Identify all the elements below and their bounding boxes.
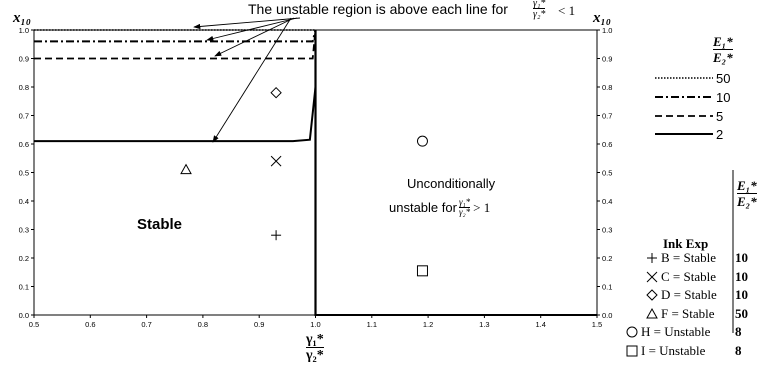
- series-line-2: [34, 86, 597, 316]
- annotation-top-rel: < 1: [558, 3, 576, 18]
- marker-H: [626, 326, 638, 338]
- region-label-unconditional: Unconditionally: [407, 176, 496, 191]
- x-tick-label: 0.7: [141, 320, 151, 329]
- y-tick-label-right: 0.9: [602, 55, 612, 64]
- annotation-arrow: [193, 17, 301, 30]
- ink-row-exp-F: 50: [735, 306, 748, 321]
- y-tick-label-left: 0.6: [19, 140, 29, 149]
- annotation-arrow: [212, 17, 292, 143]
- y-tick-label-left: 0.4: [19, 197, 29, 206]
- series-line-10: [34, 29, 317, 43]
- x-tick-label: 0.8: [198, 320, 208, 329]
- marker-D: [270, 86, 282, 99]
- annotation-frac-num: γ₁*: [533, 0, 546, 9]
- y-tick-label-left: 0.2: [19, 254, 29, 263]
- x-tick-label: 1.5: [592, 320, 602, 329]
- annotation-top: The unstable region is above each line f…: [248, 1, 508, 17]
- marker-B: [271, 230, 282, 241]
- y-tick-label-left: 0.1: [19, 283, 29, 292]
- y-axis-label-right: x₁₀: [593, 10, 611, 26]
- x-axis-label: γ₁* γ₂*: [306, 332, 324, 363]
- y-axis-label-left: x₁₀: [13, 10, 31, 26]
- y-tick-label-right: 0.1: [602, 283, 612, 292]
- x-tick-label: 0.9: [254, 320, 264, 329]
- annotation-frac-bar: γ₂*: [533, 8, 546, 20]
- x-tick-label: 1.1: [367, 320, 377, 329]
- y-tick-label-right: 0.7: [602, 112, 612, 121]
- x-tick-label: 0.6: [85, 320, 95, 329]
- region-label-fraction: γ₁* γ₂*: [458, 197, 471, 217]
- legend-label-5: 5: [716, 109, 723, 124]
- marker-C: [270, 155, 282, 167]
- ink-row-text-H: H = Unstable: [641, 324, 711, 339]
- marker-H: [416, 135, 428, 147]
- y-tick-label-right: 0.2: [602, 254, 612, 263]
- y-tick-label-right: 0.3: [602, 226, 612, 235]
- y-tick-label-right: 0.5: [602, 169, 612, 178]
- region-label-unstable-for: unstable for γ₁* γ₂* > 1: [389, 197, 491, 217]
- annotation-top-text: The unstable region is above each line f…: [248, 1, 508, 17]
- ink-row-exp-C: 10: [735, 269, 748, 284]
- marker-cross-b: [646, 271, 658, 283]
- legend-header: E₁* E₂*: [713, 34, 733, 65]
- ink-row-text-I: I = Unstable: [641, 343, 706, 358]
- y-tick-label-left: 0.3: [19, 226, 29, 235]
- marker-cross-b: [270, 155, 282, 167]
- marker-I: [416, 265, 428, 277]
- y-tick-label-right: 0.6: [602, 140, 612, 149]
- series-line-5: [34, 29, 317, 60]
- marker-C: [646, 271, 658, 283]
- ink-row-exp-I: 8: [735, 343, 742, 358]
- marker-I: [626, 345, 638, 357]
- ink-row-exp-B: 10: [735, 250, 748, 265]
- y-tick-label-left: 0.9: [19, 55, 29, 64]
- ink-row-exp-H: 8: [735, 324, 742, 339]
- legend-label-50: 50: [716, 71, 730, 86]
- marker-F: [646, 307, 658, 319]
- x-tick-label: 0.5: [29, 320, 39, 329]
- y-tick-label-right: 1.0: [602, 26, 612, 35]
- x-tick-label: 1.0: [310, 320, 320, 329]
- annotation-arrow: [206, 17, 298, 42]
- y-tick-label-left: 0.5: [19, 169, 29, 178]
- y-tick-label-right: 0.0: [602, 311, 612, 320]
- y-tick-label-left: 0.0: [19, 311, 29, 320]
- ink-row-text-B: B = Stable: [661, 250, 716, 265]
- marker-B: [647, 253, 657, 263]
- y-tick-label-right: 0.4: [602, 197, 612, 206]
- x-tick-label: 1.4: [535, 320, 545, 329]
- region-label-stable: Stable: [137, 216, 183, 233]
- ink-table-ratio-header: E₁* E₂*: [737, 178, 757, 209]
- legend-label-2: 2: [716, 127, 723, 142]
- ink-table-header: Ink Exp: [663, 236, 709, 251]
- legend-label-10: 10: [716, 90, 730, 105]
- ink-row-exp-D: 10: [735, 287, 748, 302]
- y-tick-label-left: 0.7: [19, 112, 29, 121]
- ink-row-text-D: D = Stable: [661, 287, 717, 302]
- y-tick-label-left: 1.0: [19, 26, 29, 35]
- marker-F: [180, 163, 192, 175]
- marker-D: [646, 289, 658, 301]
- annotation-arrow: [214, 17, 295, 57]
- y-tick-label-right: 0.8: [602, 83, 612, 92]
- ink-row-text-F: F = Stable: [661, 306, 715, 321]
- x-tick-label: 1.3: [479, 320, 489, 329]
- y-tick-label-left: 0.8: [19, 83, 29, 92]
- x-tick-label: 1.2: [423, 320, 433, 329]
- ink-row-text-C: C = Stable: [661, 269, 716, 284]
- annotation-top-fraction: γ₁* γ₂*: [533, 0, 546, 20]
